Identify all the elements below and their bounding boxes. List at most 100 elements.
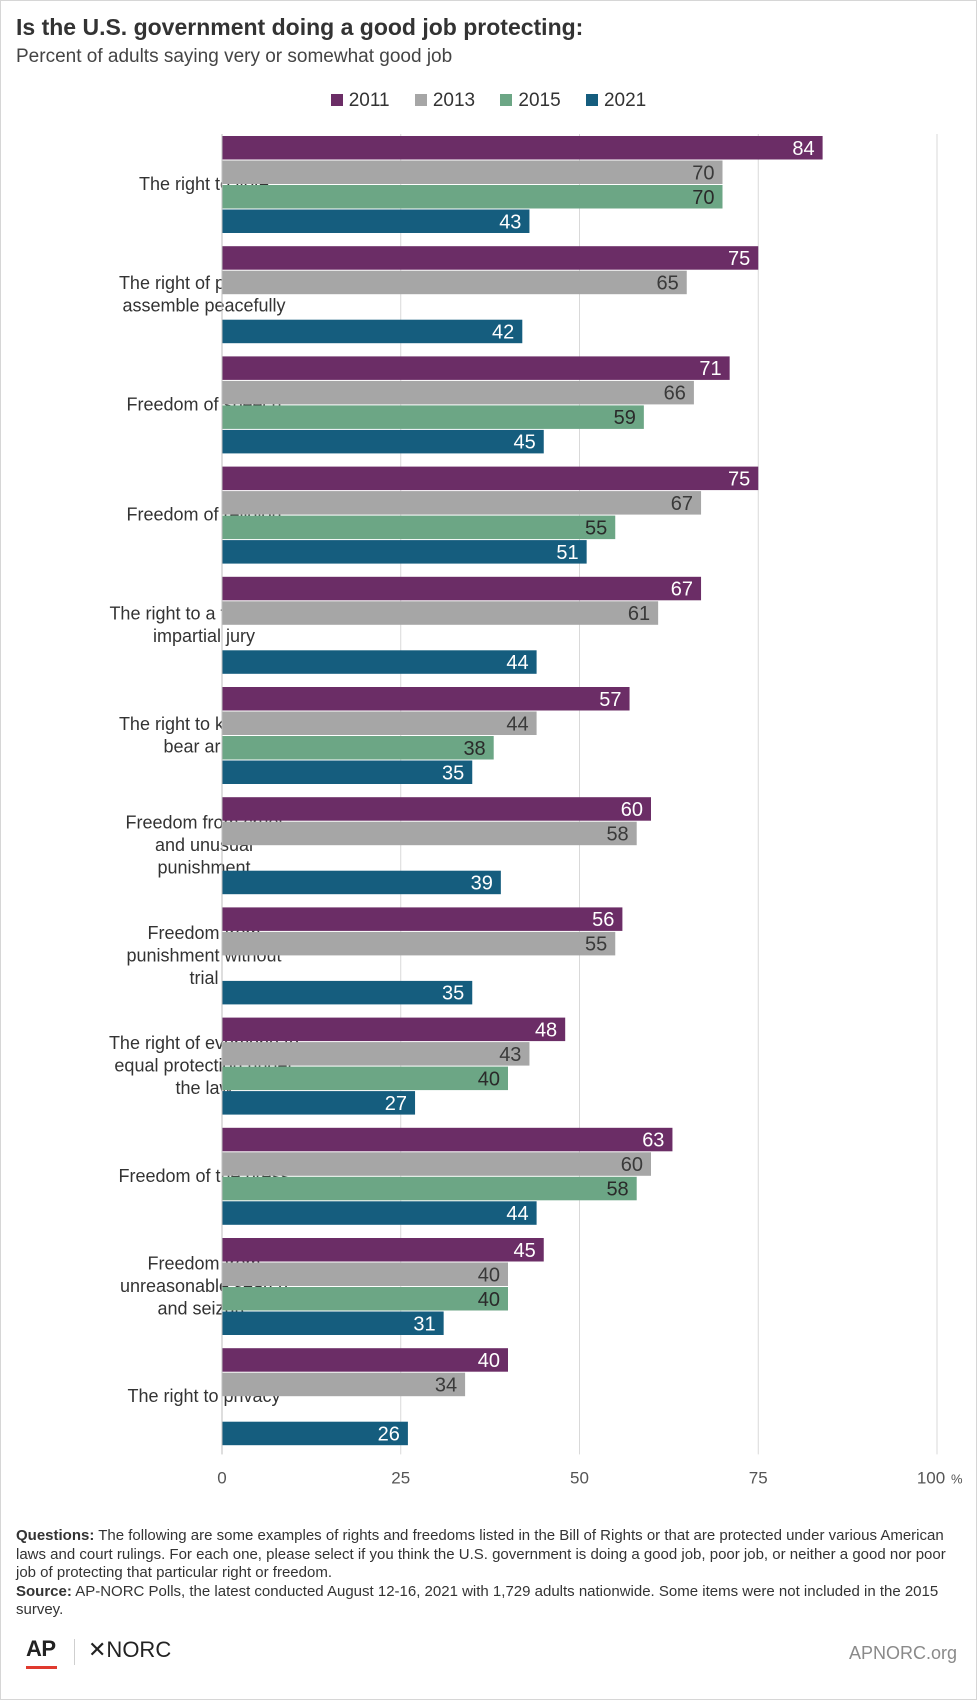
bar xyxy=(222,1152,651,1176)
data-label: 35 xyxy=(442,762,464,784)
bar xyxy=(222,650,537,674)
data-label: 70 xyxy=(692,187,714,209)
chart-title: Is the U.S. government doing a good job … xyxy=(16,14,584,40)
source-label: Source: xyxy=(16,1582,72,1600)
source-note: Source: AP-NORC Polls, the latest conduc… xyxy=(16,1583,961,1620)
bar xyxy=(222,405,644,429)
data-label: 42 xyxy=(492,321,514,343)
bar xyxy=(222,931,616,956)
x-tick-label: 25 xyxy=(391,1468,410,1487)
data-label: 67 xyxy=(671,493,693,515)
questions-label: Questions: xyxy=(16,1527,95,1544)
site-url: APNORC.org xyxy=(848,1643,957,1663)
bar xyxy=(222,515,616,540)
bar xyxy=(222,160,723,184)
bar xyxy=(222,1042,530,1066)
legend-swatch xyxy=(585,94,598,106)
bar xyxy=(222,429,544,454)
data-label: 71 xyxy=(699,358,721,380)
data-label: 66 xyxy=(664,383,686,405)
category-label: the law xyxy=(175,1078,233,1098)
logo-divider xyxy=(74,1639,75,1665)
legend-swatch xyxy=(414,94,427,106)
bar xyxy=(222,246,759,270)
bar xyxy=(222,797,651,821)
legend-swatch xyxy=(500,94,513,106)
ap-logo-underline xyxy=(26,1666,57,1669)
bar xyxy=(222,491,702,515)
category-label: assemble peacefully xyxy=(122,295,285,315)
x-tick-label: 75 xyxy=(749,1468,768,1487)
data-label: 43 xyxy=(499,1044,521,1066)
data-label: 55 xyxy=(585,517,607,539)
legend-item-2021: 2021 xyxy=(585,90,647,112)
bar xyxy=(222,1421,408,1446)
data-label: 57 xyxy=(599,689,621,711)
data-label: 60 xyxy=(621,799,643,821)
data-label: 75 xyxy=(728,248,750,270)
legend-label: 2021 xyxy=(603,90,647,111)
legend-item-2011: 2011 xyxy=(330,90,390,112)
bar xyxy=(222,1066,508,1091)
ap-logo: AP xyxy=(26,1636,56,1661)
legend: 2011 2013 2015 2021 xyxy=(0,90,977,112)
bar xyxy=(222,136,823,160)
x-tick-label: 50 xyxy=(570,1468,589,1487)
data-label: 45 xyxy=(514,1240,536,1262)
data-label: 27 xyxy=(385,1093,407,1115)
x-tick-label: 100 xyxy=(917,1468,945,1487)
data-label: 56 xyxy=(592,909,614,931)
data-label: 58 xyxy=(606,1179,628,1201)
bar xyxy=(222,1287,508,1311)
data-label: 40 xyxy=(478,1289,500,1311)
data-label: 44 xyxy=(506,713,528,735)
bar xyxy=(222,1176,637,1201)
x-unit-label: % xyxy=(951,1471,963,1486)
data-label: 51 xyxy=(556,542,578,564)
bar xyxy=(222,870,501,895)
data-label: 39 xyxy=(471,872,493,894)
bar xyxy=(222,356,730,380)
bar xyxy=(222,601,659,625)
bar xyxy=(222,576,702,601)
data-label: 34 xyxy=(435,1374,457,1396)
data-label: 55 xyxy=(585,934,607,956)
legend-label: 2011 xyxy=(348,90,390,111)
data-label: 67 xyxy=(671,579,693,601)
bar xyxy=(222,821,637,846)
chart-notes: Questions: The following are some exampl… xyxy=(16,1527,961,1620)
norc-logo: ✕NORC xyxy=(88,1637,172,1662)
questions-note: Questions: The following are some exampl… xyxy=(16,1527,961,1583)
legend-item-2015: 2015 xyxy=(500,90,561,112)
bar xyxy=(222,687,630,711)
bar xyxy=(222,760,473,784)
bar xyxy=(222,907,623,931)
legend-label: 2015 xyxy=(518,90,561,111)
bar xyxy=(222,1372,466,1397)
bar xyxy=(222,1262,508,1286)
bar xyxy=(222,185,723,209)
data-label: 43 xyxy=(499,211,521,233)
data-label: 31 xyxy=(413,1313,435,1335)
data-label: 63 xyxy=(642,1130,664,1152)
bar xyxy=(222,466,759,491)
legend-item-2013: 2013 xyxy=(414,90,475,112)
bar xyxy=(222,980,473,1005)
data-label: 40 xyxy=(478,1264,500,1286)
data-label: 58 xyxy=(606,823,628,845)
data-label: 40 xyxy=(478,1350,500,1372)
data-label: 70 xyxy=(692,162,714,184)
bar xyxy=(222,1238,544,1262)
legend-swatch xyxy=(330,94,343,106)
bar xyxy=(222,319,523,344)
bar xyxy=(222,1348,508,1372)
data-label: 44 xyxy=(506,652,528,674)
bar xyxy=(222,1127,673,1152)
source-text: AP-NORC Polls, the latest conducted Augu… xyxy=(16,1582,939,1619)
questions-text: The following are some examples of right… xyxy=(16,1527,946,1581)
data-label: 26 xyxy=(378,1423,400,1445)
bar xyxy=(222,540,587,564)
bar xyxy=(222,711,537,735)
category-label: impartial jury xyxy=(153,626,255,646)
data-label: 35 xyxy=(442,983,464,1005)
